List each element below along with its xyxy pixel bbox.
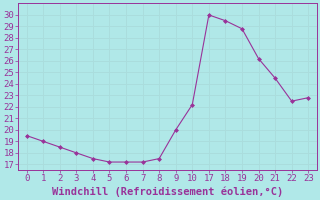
X-axis label: Windchill (Refroidissement éolien,°C): Windchill (Refroidissement éolien,°C): [52, 186, 283, 197]
